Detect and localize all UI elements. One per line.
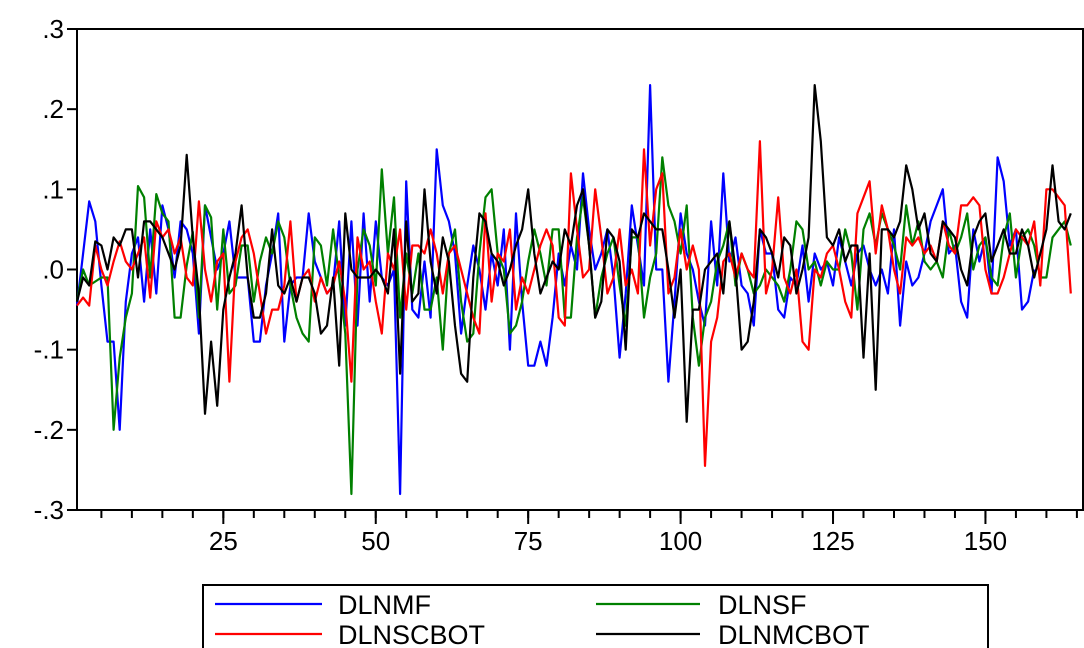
x-tick-label: 50	[361, 526, 390, 556]
y-tick-label: -.1	[34, 335, 64, 365]
series-line-dlnmcbot	[75, 83, 1072, 423]
legend-label-dlnscbot: DLNSCBOT	[338, 620, 485, 648]
legend-label-dlnmcbot: DLNMCBOT	[718, 620, 870, 648]
series-line-dlnsf	[75, 156, 1072, 496]
series-line-dlnscbot	[76, 140, 1072, 467]
series-lines	[75, 83, 1072, 496]
x-tick-label: 150	[964, 526, 1007, 556]
x-tick-label: 100	[659, 526, 702, 556]
y-axis: -.3 -.2 -.1 .0 .1 .2 .3	[34, 14, 77, 525]
y-tick-label: .2	[42, 94, 64, 124]
x-tick-label: 25	[209, 526, 238, 556]
legend-box	[202, 584, 989, 648]
y-tick-label: .3	[42, 14, 64, 44]
x-axis: 25 50 75 100 125 150	[100, 510, 1078, 556]
y-tick-label: .0	[42, 255, 64, 285]
y-tick-label: .1	[42, 174, 64, 204]
x-tick-label: 125	[811, 526, 854, 556]
legend-label-dlnsf: DLNSF	[718, 590, 807, 620]
y-tick-label: -.2	[34, 415, 64, 445]
legend: DLNMF DLNSF DLNSCBOT DLNMCBOT	[202, 584, 989, 648]
legend-label-dlnmf: DLNMF	[338, 590, 431, 620]
x-tick-label: 75	[514, 526, 543, 556]
plot-area	[76, 28, 1084, 511]
y-tick-label: -.3	[34, 495, 64, 525]
